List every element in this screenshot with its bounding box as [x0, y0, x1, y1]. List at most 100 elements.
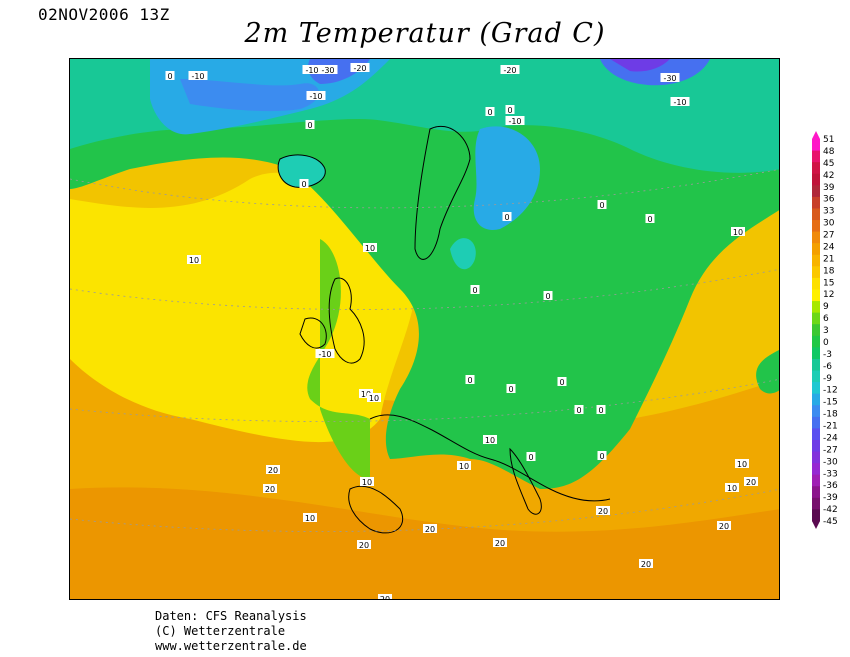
contour-label: 20 [423, 524, 437, 534]
colorbar-swatch [812, 196, 820, 209]
svg-text:10: 10 [189, 256, 199, 265]
svg-text:-30: -30 [663, 74, 676, 83]
colorbar-swatch [812, 439, 820, 453]
contour-label: 10 [303, 513, 317, 523]
colorbar-label: -42 [823, 505, 838, 515]
map-canvas: 0 -10-30 -20-100-10 -20-30-1000-10000010101… [70, 59, 779, 599]
colorbar-max-arrow [812, 131, 820, 139]
colorbar-label: 6 [823, 314, 829, 324]
colorbar-min-arrow [812, 521, 820, 529]
contour-label: 0 [597, 200, 607, 210]
colorbar-swatch [812, 162, 820, 175]
temperature-map[interactable]: 0 -10 -30 -20 -10 0 -10 -20 -30 -10 0 0 -10 0 0 0 0 10 10 1… [69, 58, 780, 600]
contour-label: 10 [187, 255, 201, 265]
credit-website: www.wetterzentrale.de [155, 639, 307, 653]
colorbar-label: -45 [823, 517, 838, 527]
contour-label: 10 [359, 389, 373, 399]
colorbar-label: 36 [823, 195, 835, 205]
svg-text:10: 10 [459, 462, 469, 471]
colorbar-swatch [812, 266, 820, 279]
colorbar-label: 27 [823, 231, 834, 241]
contour-label: 0 [526, 452, 536, 462]
svg-text:0: 0 [647, 215, 652, 224]
colorbar-swatch [812, 289, 820, 302]
colorbar-label: -3 [823, 350, 832, 360]
colorbar-label: -30 [823, 457, 838, 467]
colorbar-swatch [812, 509, 820, 522]
svg-text:20: 20 [425, 525, 435, 534]
contour-label: 20 [357, 540, 371, 550]
colorbar-label: -15 [823, 398, 838, 408]
svg-text:0: 0 [576, 406, 581, 415]
colorbar-swatch [812, 451, 820, 464]
colorbar-swatch [812, 463, 820, 476]
colorbar-label: 30 [823, 219, 835, 229]
contour-label: 0 [299, 179, 309, 189]
colorbar-label: 15 [823, 278, 834, 288]
contour-label: -10 [302, 65, 322, 75]
contour-label: 0 [470, 285, 480, 295]
italy-coast [509, 447, 542, 515]
colorbar-swatch [812, 243, 820, 256]
svg-text:10: 10 [485, 436, 495, 445]
svg-text:0: 0 [167, 72, 172, 81]
colorbar-label: 0 [823, 338, 829, 348]
timestamp: 02NOV2006 13Z [38, 5, 170, 24]
contour-label: 20 [266, 465, 280, 475]
contour-label: -10 [306, 91, 326, 101]
svg-text:0: 0 [559, 378, 564, 387]
colorbar-swatch [812, 382, 820, 395]
contour-label: 10 [367, 393, 381, 403]
colorbar-label: 45 [823, 159, 834, 169]
deep-orange-zone [70, 487, 779, 599]
svg-text:0: 0 [598, 406, 603, 415]
contour-label: 20 [639, 559, 653, 569]
colorbar-swatch [812, 312, 820, 325]
svg-text:-10: -10 [309, 92, 322, 101]
svg-text:20: 20 [641, 560, 651, 569]
contour-label: -30 [660, 73, 680, 83]
contour-label: 10 [457, 461, 471, 471]
svg-text:10: 10 [305, 514, 315, 523]
contour-label: 10 [731, 227, 745, 237]
colorbar-canvas: 51484542393633302724211815129630-3-6-9-1… [812, 131, 838, 529]
colorbar-swatch [812, 185, 820, 198]
colorbar-swatch [812, 231, 820, 244]
svg-text:0: 0 [599, 201, 604, 210]
contour-label: -10 [188, 71, 208, 81]
svg-text:-10: -10 [673, 98, 686, 107]
color-legend: 51 48 45 42 39 36 33 30 27 24 21 18 15 12 9 6 3 0 -3 -6 -9 -1… [808, 131, 848, 529]
colorbar-label: -12 [823, 386, 838, 396]
contour-label: 10 [360, 477, 374, 487]
contour-label: 20 [744, 477, 758, 487]
contour-label: -30 [318, 65, 338, 75]
contour-label: 10 [363, 243, 377, 253]
svg-text:0: 0 [307, 121, 312, 130]
svg-text:20: 20 [495, 539, 505, 548]
great-britain-coast [328, 277, 365, 364]
svg-text:0: 0 [504, 213, 509, 222]
iceland [277, 154, 326, 188]
colorbar-swatch [812, 301, 820, 314]
colorbar-label: -33 [823, 469, 838, 479]
colorbar-swatch [812, 208, 820, 221]
arctic-coldest [610, 59, 670, 72]
contour-label: 0 [165, 71, 175, 81]
contour-label: 0 [465, 375, 475, 385]
colorbar-label: -21 [823, 422, 838, 432]
colorbar-swatch [812, 416, 820, 429]
contour-label: 10 [725, 483, 739, 493]
svg-text:0: 0 [545, 292, 550, 301]
colorbar-swatch [812, 370, 820, 383]
svg-text:20: 20 [746, 478, 756, 487]
colorbar-label: 18 [823, 266, 835, 276]
colorbar-label: 24 [823, 242, 835, 252]
svg-text:20: 20 [719, 522, 729, 531]
contour-label: 20 [596, 506, 610, 516]
colorbar-label: -36 [823, 481, 838, 491]
contour-label: 0 [574, 405, 584, 415]
contour-label: 0 [557, 377, 567, 387]
uk-green [307, 239, 370, 479]
svg-text:10: 10 [365, 244, 375, 253]
contour-label: -10 [505, 116, 525, 126]
